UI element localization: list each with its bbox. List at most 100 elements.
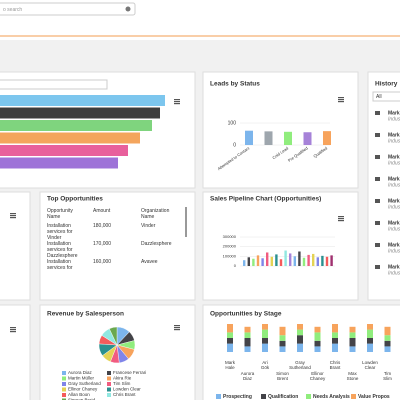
scrollbar[interactable]	[185, 207, 187, 237]
bar-segment	[332, 332, 338, 338]
funnel-segment	[0, 120, 152, 131]
bar-segment	[227, 332, 233, 338]
bar	[302, 257, 306, 266]
bar-segment	[349, 332, 356, 338]
legend-swatch	[107, 371, 111, 375]
bar-segment	[314, 326, 321, 333]
bar	[325, 256, 329, 266]
bar-segment	[332, 343, 338, 352]
bar-segment	[297, 324, 303, 330]
search-box[interactable]	[0, 2, 136, 16]
bar-segment	[384, 326, 391, 336]
filter-select[interactable]	[372, 91, 400, 102]
bar	[312, 253, 315, 266]
legend-swatch	[107, 387, 111, 392]
history-detail: Indus	[388, 160, 400, 166]
panel-title: Opportunities by Stage	[210, 311, 282, 318]
history-detail: Indus	[388, 138, 400, 144]
bar-segment	[227, 324, 233, 333]
x-tick-label: Tim Slim	[383, 371, 392, 381]
panel	[202, 71, 359, 189]
funnel-segment	[0, 132, 140, 144]
x-tick-label: Mark Hale	[225, 360, 236, 370]
bar-segment	[262, 329, 268, 338]
legend-label: Gray Sutherland	[68, 381, 101, 386]
cell-text: Installation services for Dazzlesphere	[47, 241, 78, 259]
history-detail: Indus	[388, 226, 400, 232]
bar-segment	[262, 343, 268, 352]
legend-label: Simeon Braid	[68, 398, 96, 400]
bar	[321, 255, 324, 266]
cell-text: 180,000	[93, 223, 111, 229]
legend-label: Ellinor Chaney	[68, 387, 98, 392]
panel-title: Leads by Status	[210, 81, 260, 88]
bar-segment	[297, 343, 303, 352]
y-tick-label: 0	[234, 263, 237, 268]
legend-label: Tim Slim	[113, 381, 131, 386]
history-name: Mark	[388, 220, 400, 226]
bar-segment	[349, 338, 356, 347]
legend-swatch	[62, 393, 66, 397]
bar-segment	[279, 326, 286, 336]
bar-segment	[384, 340, 391, 347]
legend-label: Aurora Diaz	[68, 370, 93, 375]
x-tick-label: Lowden Clear	[362, 360, 378, 370]
bar-segment	[332, 338, 338, 344]
legend-swatch	[107, 376, 111, 381]
history-icon	[375, 221, 380, 225]
legend-label: Qualification	[268, 394, 298, 400]
x-tick-label: Ari Gök	[261, 360, 270, 370]
bar-segment	[349, 346, 356, 352]
bar	[316, 257, 319, 266]
panel	[0, 191, 31, 301]
panel-title: Revenue by Salesperson	[47, 311, 124, 318]
bar-segment	[227, 343, 233, 352]
legend-swatch	[62, 398, 66, 400]
clear-icon[interactable]	[125, 6, 131, 12]
funnel-segment	[0, 95, 165, 106]
panel	[202, 304, 400, 400]
bar	[330, 255, 333, 266]
legend-swatch	[351, 394, 356, 399]
x-tick-label: Gray Sutherland	[289, 360, 311, 370]
bar-segment	[384, 346, 391, 352]
bar	[303, 132, 312, 145]
bar	[264, 131, 273, 145]
bar	[270, 256, 273, 266]
funnel-segment	[0, 145, 128, 156]
history-icon	[375, 155, 380, 159]
y-tick-label: 0	[233, 142, 236, 148]
history-name: Mark	[388, 110, 400, 116]
legend-swatch	[62, 382, 66, 386]
menu-icons[interactable]	[10, 97, 344, 333]
panel-title: History	[375, 81, 398, 88]
legend-label: Francese Ferrari	[113, 370, 146, 375]
bar-segment	[227, 338, 233, 344]
bar	[284, 131, 292, 145]
bar-segment	[244, 332, 251, 338]
x-tick-label: Simon Brent	[276, 371, 289, 381]
legend-swatch	[107, 382, 111, 386]
bar	[323, 131, 331, 145]
cell-text: 170,000	[93, 241, 111, 247]
bar-segment	[262, 324, 268, 330]
bar-segment	[279, 335, 286, 341]
history-detail: Indus	[388, 116, 400, 122]
cell-text: Opportunity Name	[47, 208, 73, 220]
bar	[289, 253, 292, 266]
legend-swatch	[107, 393, 111, 397]
y-tick-label: 100	[228, 120, 237, 126]
bar	[252, 258, 255, 266]
bar-segment	[367, 338, 373, 344]
bar	[275, 254, 278, 266]
history-icon	[375, 243, 380, 247]
bar	[247, 257, 250, 266]
legend-label: Lowden Clear	[113, 387, 141, 392]
history-name: Mark	[388, 264, 400, 270]
select-box[interactable]	[0, 79, 108, 90]
legend-swatch	[261, 394, 266, 399]
history-icon	[375, 199, 380, 203]
legend-swatch	[306, 394, 311, 399]
bar	[307, 254, 310, 266]
